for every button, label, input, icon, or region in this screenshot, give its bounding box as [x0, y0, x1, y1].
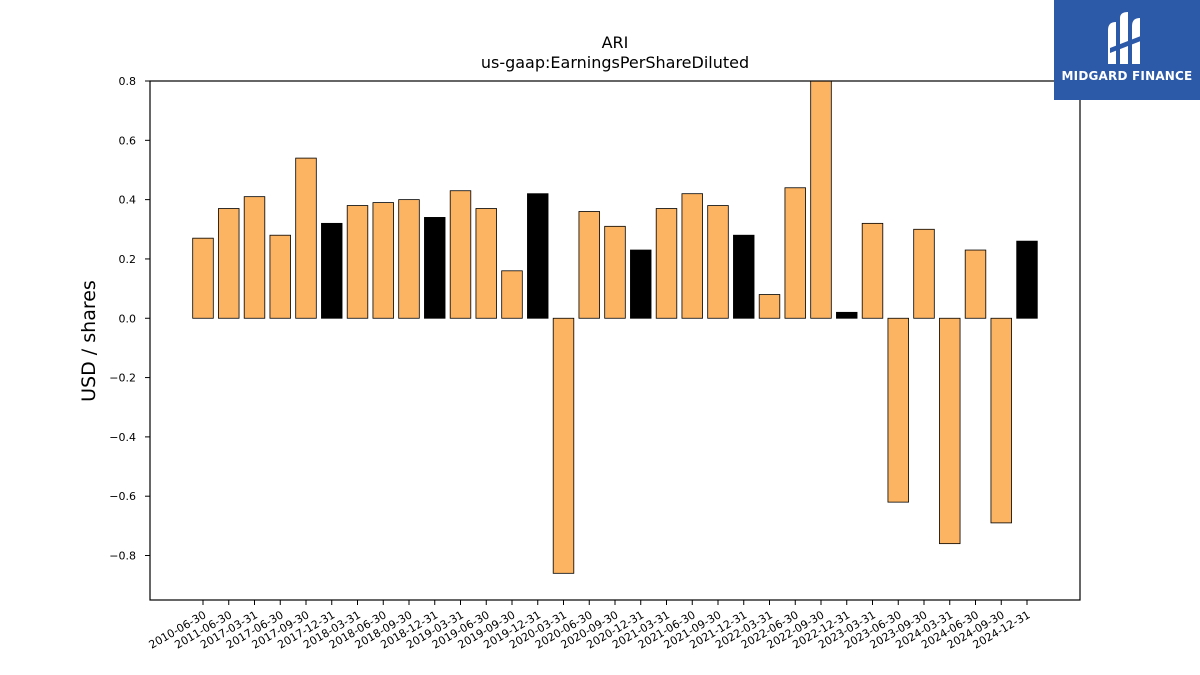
bar-2010-06-30: [192, 237, 214, 319]
y-tick-label: −0.8: [109, 550, 136, 563]
bar-2024-06-30: [964, 249, 987, 319]
bar-2017-12-31: [321, 222, 343, 319]
bar-2020-12-31: [630, 249, 652, 319]
y-tick-label: 0.4: [119, 194, 137, 207]
bar-2019-06-30: [475, 208, 497, 319]
logo-text: MIDGARD FINANCE: [1061, 69, 1193, 83]
bar-2018-06-30: [372, 202, 394, 319]
midgard-logo-icon: [1108, 12, 1146, 64]
plot-frame: [149, 80, 1081, 601]
bar-2020-03-31: [552, 317, 575, 574]
y-tick-label: −0.2: [109, 372, 136, 385]
bar-2022-03-31: [758, 294, 781, 319]
y-axis: 0.8 0.6 0.4 0.2 0.0 −0.2 −0.4 −0.6 −0.8: [109, 75, 150, 563]
y-tick-label: 0.8: [119, 75, 137, 88]
bar-2024-09-30: [990, 317, 1012, 524]
bar-2018-09-30: [398, 199, 420, 319]
y-tick-label: 0.0: [119, 312, 137, 325]
bar-2023-09-30: [913, 228, 935, 319]
bar-2018-12-31: [424, 217, 446, 319]
y-tick-label: −0.6: [109, 490, 136, 503]
bar-2017-09-30: [295, 157, 317, 319]
y-tick-label: 0.6: [119, 134, 137, 147]
bar-2011-06-30: [218, 208, 240, 319]
bar-2021-09-30: [707, 205, 729, 319]
bar-2023-03-31: [861, 222, 884, 319]
bar-2020-06-30: [578, 211, 600, 319]
y-tick-label: 0.2: [119, 253, 137, 266]
bar-2022-12-31: [836, 311, 858, 319]
bar-2021-06-30: [681, 193, 703, 319]
bar-2022-09-30: [810, 80, 832, 319]
bar-2023-06-30: [887, 317, 909, 503]
bar-2021-12-31: [733, 234, 755, 319]
bar-2024-12-31: [1016, 240, 1038, 319]
brand-logo: MIDGARD FINANCE: [1054, 0, 1200, 100]
bar-2019-09-30: [501, 270, 523, 319]
bar-2024-03-31: [939, 317, 961, 545]
y-axis-label: USD / shares: [78, 280, 100, 402]
bar-2021-03-31: [655, 208, 678, 319]
bar-2022-06-30: [784, 187, 806, 319]
chart-title: ARI: [602, 33, 629, 52]
bars-group: [192, 80, 1038, 574]
bar-2017-03-31: [243, 196, 266, 319]
y-tick-label: −0.4: [109, 431, 136, 444]
bar-2020-09-30: [604, 225, 626, 319]
bar-2019-12-31: [527, 193, 549, 319]
bar-2017-06-30: [269, 234, 291, 319]
bar-2018-03-31: [346, 205, 369, 319]
x-axis: 2010-06-302011-06-302017-03-312017-06-30…: [147, 600, 1033, 652]
bar-2019-03-31: [449, 190, 472, 319]
chart-subtitle: us-gaap:EarningsPerShareDiluted: [481, 53, 749, 72]
